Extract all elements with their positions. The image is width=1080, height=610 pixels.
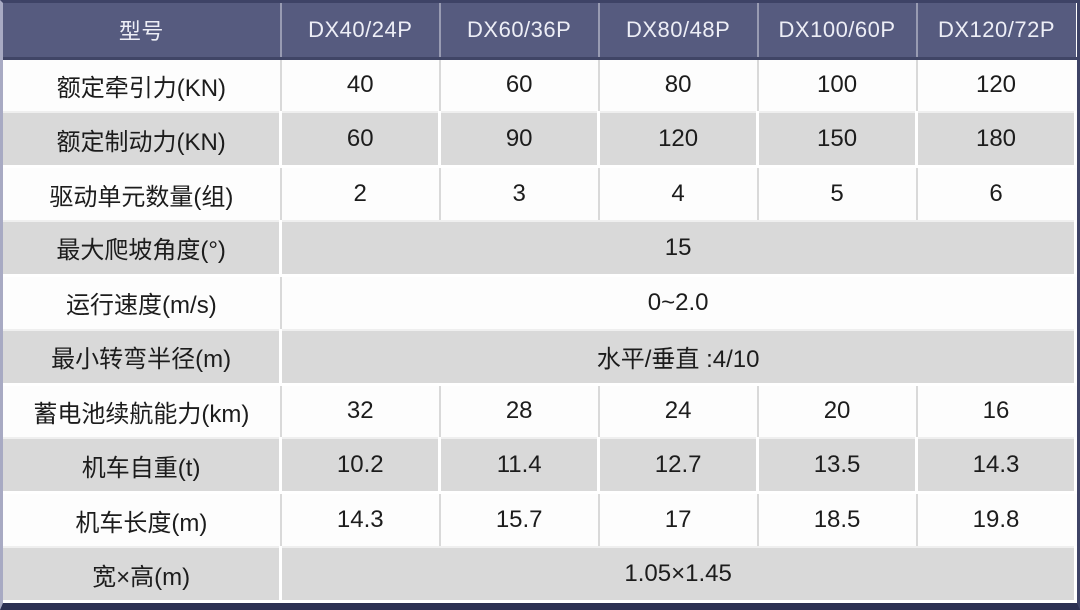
header-cell-dx120: DX120/72P [916,3,1076,60]
row-label: 机车长度(m) [3,492,282,549]
header-cell-dx100: DX100/60P [757,3,918,60]
row-label: 最大爬坡角度(°) [3,221,283,277]
value-cell: 100 [757,58,918,114]
locomotive-spec-table: 型号 DX40/24P DX60/36P DX80/48P DX100/60P … [3,3,1077,604]
value-cell: 12.7 [598,438,760,495]
table-row: 最大爬坡角度(°) 15 [3,221,1077,277]
value-cell: 150 [757,112,919,169]
value-cell: 19.8 [916,492,1077,549]
merged-value-cell: 1.05×1.45 [280,547,1077,604]
row-label: 驱动单元数量(组) [3,166,282,223]
value-cell: 10.2 [280,438,442,495]
row-label: 最小转弯半径(m) [3,329,283,386]
value-cell: 20 [757,384,918,440]
table-row: 驱动单元数量(组) 2 3 4 5 6 [3,166,1077,223]
value-cell: 32 [280,384,441,440]
value-cell: 120 [916,58,1077,114]
value-cell: 60 [280,112,442,169]
value-cell: 5 [757,166,918,223]
value-cell: 13.5 [757,438,919,495]
header-cell-dx80: DX80/48P [598,3,759,60]
value-cell: 40 [280,58,441,114]
table-row: 宽×高(m) 1.05×1.45 [3,547,1077,604]
value-cell: 24 [598,384,759,440]
row-label: 蓄电池续航能力(km) [3,384,282,440]
table-row: 机车长度(m) 14.3 15.7 17 18.5 19.8 [3,492,1077,549]
header-row: 型号 DX40/24P DX60/36P DX80/48P DX100/60P … [3,3,1076,60]
value-cell: 16 [916,384,1077,440]
table-row: 蓄电池续航能力(km) 32 28 24 20 16 [3,384,1077,440]
table-header: 型号 DX40/24P DX60/36P DX80/48P DX100/60P … [3,3,1076,60]
header-cell-dx60: DX60/36P [439,3,600,60]
header-cell-dx40: DX40/24P [280,3,441,60]
value-cell: 11.4 [439,438,601,495]
value-cell: 80 [598,58,759,114]
value-cell: 28 [439,384,600,440]
header-cell-model: 型号 [3,3,282,60]
value-cell: 2 [280,166,441,223]
value-cell: 180 [916,112,1077,169]
value-cell: 17 [598,492,759,549]
row-label: 机车自重(t) [3,438,283,495]
table-row: 运行速度(m/s) 0~2.0 [3,275,1077,331]
value-cell: 14.3 [280,492,441,549]
table-row: 额定制动力(KN) 60 90 120 150 180 [3,112,1077,169]
merged-value-cell: 0~2.0 [280,275,1077,331]
value-cell: 4 [598,166,759,223]
merged-value-cell: 水平/垂直 :4/10 [280,329,1077,386]
row-label: 运行速度(m/s) [3,275,282,331]
merged-value-cell: 15 [280,221,1077,277]
spec-table-body: 额定牵引力(KN) 40 60 80 100 120 额定制动力(KN) 60 90 120 150… [3,58,1077,604]
value-cell: 120 [598,112,760,169]
value-cell: 15.7 [439,492,600,549]
value-cell: 6 [916,166,1077,223]
table-row: 机车自重(t) 10.2 11.4 12.7 13.5 14.3 [3,438,1077,495]
value-cell: 14.3 [916,438,1077,495]
value-cell: 90 [439,112,601,169]
row-label: 宽×高(m) [3,547,283,604]
table-row: 最小转弯半径(m) 水平/垂直 :4/10 [3,329,1077,386]
value-cell: 3 [439,166,600,223]
value-cell: 18.5 [757,492,918,549]
row-label: 额定牵引力(KN) [3,58,282,114]
table-row: 额定牵引力(KN) 40 60 80 100 120 [3,58,1077,114]
value-cell: 60 [439,58,600,114]
row-label: 额定制动力(KN) [3,112,283,169]
